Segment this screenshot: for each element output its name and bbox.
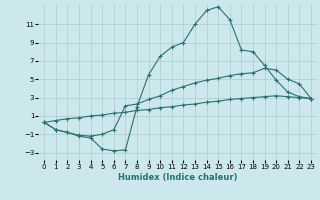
X-axis label: Humidex (Indice chaleur): Humidex (Indice chaleur) <box>118 173 237 182</box>
